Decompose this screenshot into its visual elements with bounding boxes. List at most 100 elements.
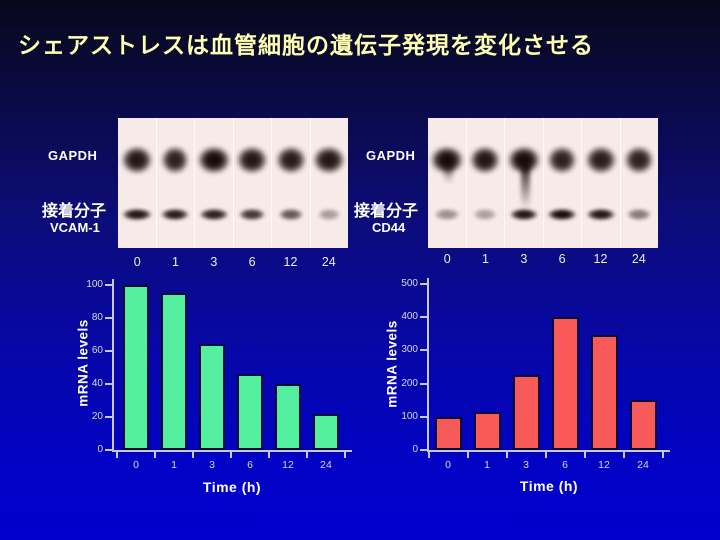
gapdh-band xyxy=(160,145,191,175)
adhesion-band xyxy=(197,208,230,221)
x-tick-label: 3 xyxy=(523,459,529,471)
lane-time-label: 0 xyxy=(133,255,141,269)
x-tick-label: 1 xyxy=(171,459,177,471)
lane-time-label: 3 xyxy=(520,252,528,266)
y-tick xyxy=(420,382,427,385)
x-tick xyxy=(154,452,156,458)
x-tick-label: 0 xyxy=(133,459,139,471)
blot-lane xyxy=(582,118,621,248)
lane-time-labels-right: 0 1 3 6 12 24 xyxy=(428,252,658,270)
data-bar xyxy=(512,375,540,450)
x-tick xyxy=(466,452,469,458)
y-tick-label: 100 xyxy=(401,410,418,422)
lane-time-label: 24 xyxy=(321,255,336,269)
lane-time-labels-left: 0 1 3 6 12 24 xyxy=(118,255,348,273)
y-tick-label: 20 xyxy=(91,411,103,422)
y-tick-label: 500 xyxy=(401,278,418,289)
adhesion-molecule-label-right: 接着分子 xyxy=(354,203,419,220)
blot-lane xyxy=(157,118,195,248)
x-tick xyxy=(583,452,586,458)
x-tick xyxy=(230,452,232,458)
northern-blot-vcam1 xyxy=(118,118,348,248)
gapdh-smear xyxy=(443,164,453,185)
y-axis xyxy=(427,278,429,452)
blot-lane xyxy=(272,118,311,248)
data-bar xyxy=(629,400,657,450)
blot-lane xyxy=(544,118,582,248)
x-axis-title: Time (h) xyxy=(202,479,262,495)
gapdh-smear xyxy=(520,164,530,209)
data-bar xyxy=(237,374,263,450)
y-tick-label: 40 xyxy=(91,378,103,389)
adhesion-band xyxy=(277,208,305,221)
vcam1-label: VCAM-1 xyxy=(50,220,100,235)
y-axis-title: mRNA levels xyxy=(384,320,400,408)
y-tick xyxy=(105,383,112,385)
y-tick xyxy=(105,284,112,286)
blot-lane xyxy=(621,118,659,248)
adhesion-band xyxy=(625,208,653,221)
lane-time-label: 6 xyxy=(558,252,566,266)
data-bar xyxy=(551,317,579,450)
y-tick-label: 80 xyxy=(91,312,103,323)
gapdh-label-right: GAPDH xyxy=(366,148,416,163)
y-tick xyxy=(420,449,427,451)
y-tick-label: 400 xyxy=(401,311,418,323)
x-tick xyxy=(116,452,118,458)
blot-lane xyxy=(311,118,349,248)
lane-time-label: 1 xyxy=(172,255,179,269)
x-axis xyxy=(113,450,352,452)
cd44-label: CD44 xyxy=(372,220,406,235)
data-bar xyxy=(275,384,301,450)
adhesion-band xyxy=(584,208,617,221)
data-bar xyxy=(313,413,339,450)
lane-time-label: 3 xyxy=(210,255,218,269)
adhesion-band xyxy=(472,208,499,221)
lane-time-label: 12 xyxy=(283,255,298,269)
adhesion-molecule-label-left: 接着分子 xyxy=(42,203,107,220)
data-bar xyxy=(434,416,462,450)
blot-lane xyxy=(505,118,544,248)
lane-time-label: 24 xyxy=(631,252,646,266)
x-tick xyxy=(344,452,346,458)
x-tick xyxy=(306,452,308,458)
gapdh-band xyxy=(119,145,154,175)
y-tick-label: 60 xyxy=(91,345,103,356)
gapdh-band xyxy=(546,145,579,175)
blot-lane xyxy=(428,118,467,248)
x-tick-label: 12 xyxy=(282,459,294,471)
x-tick-label: 6 xyxy=(562,459,568,471)
x-tick-label: 3 xyxy=(209,459,215,471)
lane-time-label: 6 xyxy=(248,255,256,269)
blot-lane xyxy=(195,118,234,248)
y-tick xyxy=(420,316,427,319)
x-tick xyxy=(427,452,430,458)
y-tick xyxy=(105,350,112,352)
adhesion-band xyxy=(508,208,540,221)
x-axis xyxy=(428,450,670,452)
adhesion-band xyxy=(432,208,461,221)
x-tick xyxy=(661,452,664,458)
blot-lane xyxy=(118,118,157,248)
northern-blot-cd44 xyxy=(428,118,658,248)
gapdh-band xyxy=(235,145,270,175)
y-tick xyxy=(105,416,112,418)
x-tick xyxy=(544,452,547,458)
x-tick-label: 1 xyxy=(484,459,490,471)
x-tick xyxy=(268,452,270,458)
blot-lane xyxy=(234,118,272,248)
x-tick-label: 24 xyxy=(637,459,649,471)
y-tick-label: 300 xyxy=(401,344,418,356)
x-tick-label: 12 xyxy=(598,459,610,471)
y-tick-label: 0 xyxy=(97,444,103,455)
y-tick xyxy=(420,283,427,285)
adhesion-band xyxy=(316,208,342,221)
adhesion-band xyxy=(159,208,191,221)
y-tick xyxy=(420,415,427,418)
adhesion-band xyxy=(546,208,579,221)
x-tick xyxy=(192,452,194,458)
gapdh-label-left: GAPDH xyxy=(48,148,98,163)
lane-time-label: 1 xyxy=(482,252,489,266)
gapdh-band xyxy=(195,145,232,175)
